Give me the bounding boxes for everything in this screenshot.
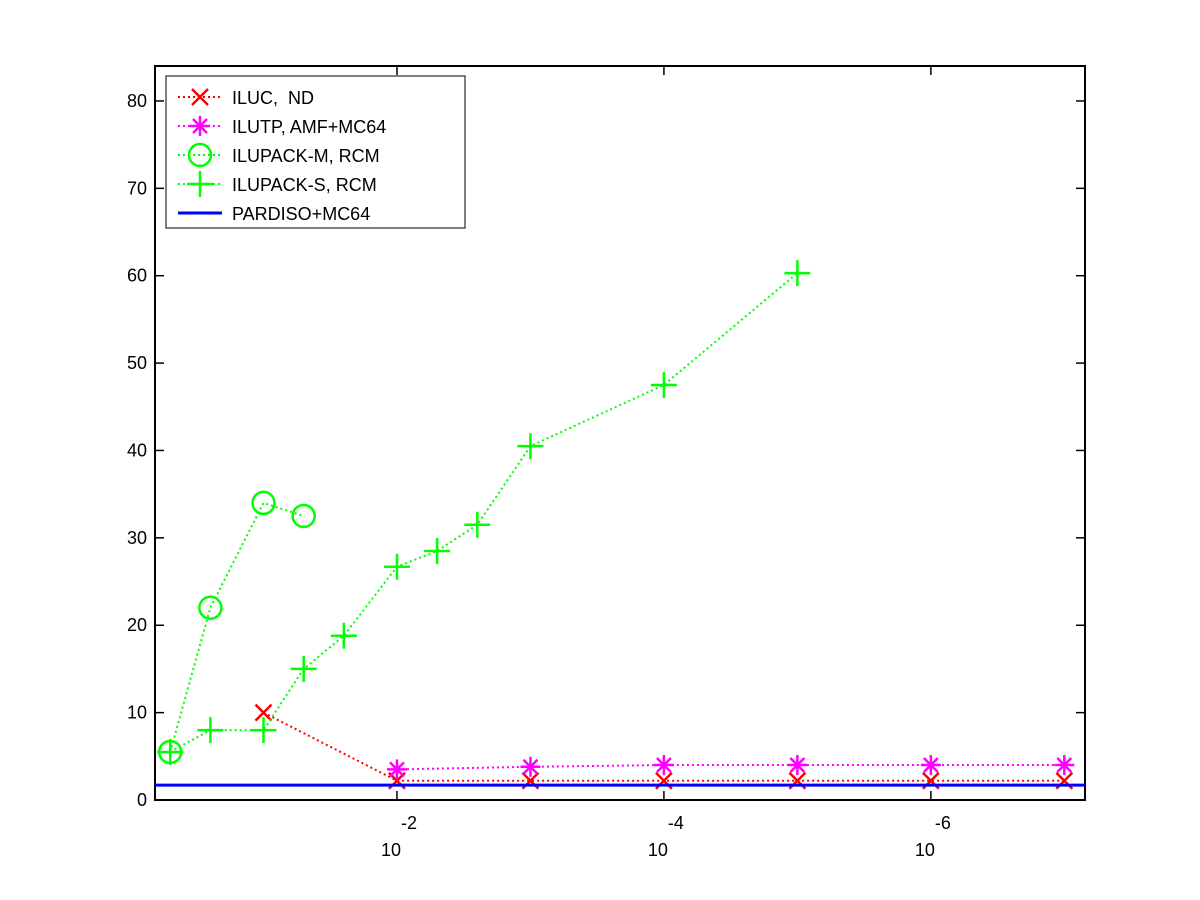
marker-stroke [1056, 757, 1073, 773]
marker [330, 622, 357, 649]
marker [250, 717, 277, 744]
marker [251, 490, 276, 516]
x-tick-label: 10 [648, 840, 668, 860]
marker [650, 371, 677, 398]
legend-label: ILUC, ND [232, 88, 314, 108]
y-tick-label: 80 [127, 91, 147, 111]
y-tick-label: 10 [127, 703, 147, 723]
marker [191, 88, 209, 106]
legend-label: PARDISO+MC64 [232, 204, 370, 224]
y-tick-label: 60 [127, 266, 147, 286]
legend-label: ILUPACK-M, RCM [232, 146, 380, 166]
legend: ILUC, ND ILUTP, AMF+MC64 ILUPACK-M, RCM ILU… [165, 75, 466, 229]
marker-stroke [191, 88, 209, 106]
marker [157, 738, 184, 765]
marker [787, 755, 808, 776]
marker [198, 595, 223, 621]
marker [464, 511, 491, 538]
x-tick-exponent: -6 [935, 813, 951, 833]
x-tick-exponent: -4 [668, 813, 684, 833]
y-tick-label: 40 [127, 440, 147, 460]
y-tick-label: 20 [127, 615, 147, 635]
marker [386, 759, 407, 780]
marker [784, 260, 811, 287]
marker [190, 116, 210, 136]
y-tick-label: 50 [127, 353, 147, 373]
marker [1054, 755, 1075, 776]
marker-stroke [922, 757, 939, 773]
marker-stroke [522, 758, 539, 775]
marker [254, 703, 273, 722]
marker [424, 537, 451, 564]
marker [517, 433, 544, 460]
series [157, 490, 316, 765]
series [386, 755, 1075, 780]
x-tick-label: 10 [915, 840, 935, 860]
marker-stroke [789, 757, 806, 773]
series-line [396, 764, 1065, 771]
y-tick-label: 0 [137, 790, 147, 810]
marker [291, 503, 316, 529]
series [254, 703, 1074, 790]
marker-stroke [198, 595, 223, 621]
marker [290, 655, 317, 682]
marker [187, 171, 213, 197]
x-tick-exponent: -2 [401, 813, 417, 833]
marker [920, 755, 941, 776]
y-tick-label: 70 [127, 178, 147, 198]
legend-label: ILUPACK-S, RCM [232, 175, 377, 195]
series-line [169, 272, 799, 753]
marker [383, 553, 410, 580]
marker [197, 717, 224, 744]
marker-stroke [389, 761, 405, 778]
marker-stroke [254, 703, 273, 722]
marker [187, 142, 213, 168]
legend-box [165, 75, 466, 229]
series [157, 260, 811, 765]
marker-stroke [656, 757, 672, 773]
axes-box [154, 65, 1086, 801]
series-line [169, 501, 304, 753]
marker [653, 755, 674, 776]
legend-label: ILUTP, AMF+MC64 [232, 117, 386, 137]
marker-stroke [192, 118, 208, 134]
x-tick-label: 10 [381, 840, 401, 860]
marker-stroke [251, 490, 276, 516]
marker-stroke [187, 142, 213, 168]
marker-stroke [291, 503, 316, 529]
y-tick-label: 30 [127, 528, 147, 548]
marker [520, 756, 541, 777]
